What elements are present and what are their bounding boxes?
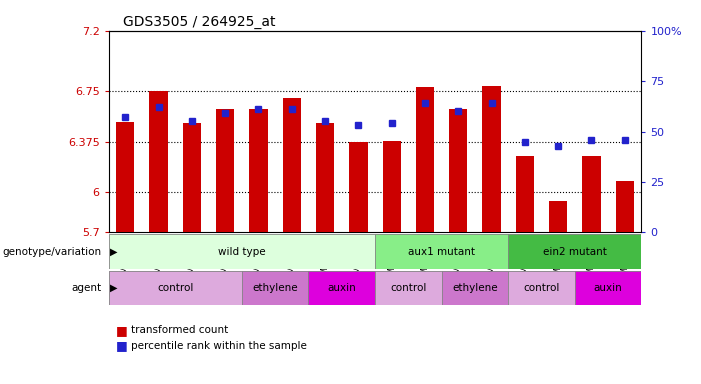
Bar xyxy=(615,181,634,232)
Text: transformed count: transformed count xyxy=(131,325,229,335)
Bar xyxy=(375,234,508,269)
Bar xyxy=(149,91,168,232)
Bar xyxy=(216,109,234,232)
Text: percentile rank within the sample: percentile rank within the sample xyxy=(131,341,307,351)
Bar xyxy=(508,234,641,269)
Bar xyxy=(109,234,375,269)
Text: auxin: auxin xyxy=(327,283,356,293)
Text: ■: ■ xyxy=(116,339,128,352)
Bar xyxy=(242,271,308,305)
Bar xyxy=(449,109,468,232)
Text: wild type: wild type xyxy=(218,247,266,257)
Text: ein2 mutant: ein2 mutant xyxy=(543,247,607,257)
Bar xyxy=(316,124,334,232)
Bar xyxy=(283,98,301,232)
Text: ▶: ▶ xyxy=(110,283,118,293)
Text: control: control xyxy=(157,283,193,293)
Bar xyxy=(375,271,442,305)
Text: control: control xyxy=(390,283,426,293)
Bar xyxy=(383,141,401,232)
Bar xyxy=(508,271,575,305)
Text: control: control xyxy=(524,283,559,293)
Text: auxin: auxin xyxy=(594,283,622,293)
Text: agent: agent xyxy=(72,283,102,293)
Bar xyxy=(516,156,534,232)
Text: ethylene: ethylene xyxy=(252,283,298,293)
Text: aux1 mutant: aux1 mutant xyxy=(408,247,475,257)
Bar xyxy=(308,271,375,305)
Bar xyxy=(583,156,601,232)
Bar xyxy=(183,124,201,232)
Bar xyxy=(250,109,268,232)
Bar xyxy=(575,271,641,305)
Text: genotype/variation: genotype/variation xyxy=(3,247,102,257)
Bar xyxy=(349,142,367,232)
Bar xyxy=(109,271,242,305)
Bar xyxy=(482,86,501,232)
Bar xyxy=(416,87,434,232)
Text: GDS3505 / 264925_at: GDS3505 / 264925_at xyxy=(123,15,275,29)
Text: ethylene: ethylene xyxy=(452,283,498,293)
Bar xyxy=(442,271,508,305)
Text: ▶: ▶ xyxy=(110,247,118,257)
Bar xyxy=(116,122,135,232)
Text: ■: ■ xyxy=(116,324,128,337)
Bar xyxy=(549,202,567,232)
